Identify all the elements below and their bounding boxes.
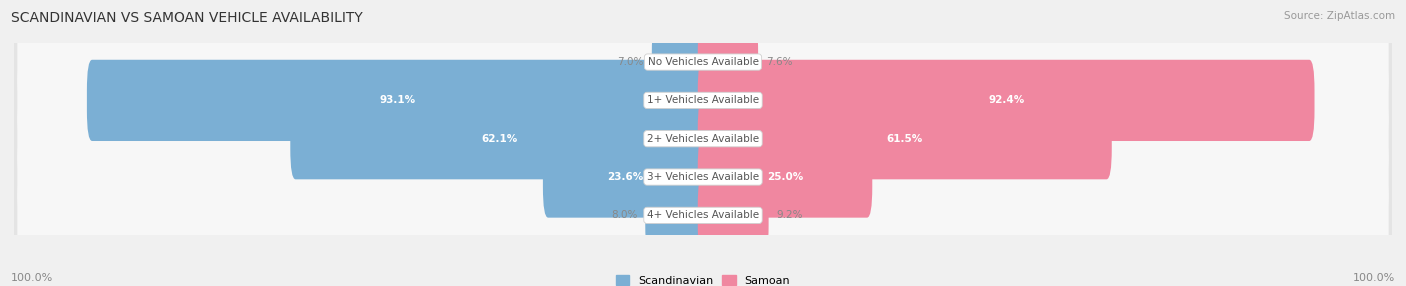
FancyBboxPatch shape [697, 21, 758, 103]
FancyBboxPatch shape [17, 26, 1389, 98]
Text: 23.6%: 23.6% [607, 172, 644, 182]
FancyBboxPatch shape [17, 179, 1389, 252]
FancyBboxPatch shape [14, 101, 1392, 177]
FancyBboxPatch shape [697, 175, 769, 256]
FancyBboxPatch shape [17, 102, 1389, 175]
Text: SCANDINAVIAN VS SAMOAN VEHICLE AVAILABILITY: SCANDINAVIAN VS SAMOAN VEHICLE AVAILABIL… [11, 11, 363, 25]
FancyBboxPatch shape [14, 62, 1392, 138]
FancyBboxPatch shape [652, 21, 709, 103]
Text: Source: ZipAtlas.com: Source: ZipAtlas.com [1284, 11, 1395, 21]
FancyBboxPatch shape [697, 136, 872, 218]
FancyBboxPatch shape [17, 64, 1389, 137]
Text: 8.0%: 8.0% [612, 210, 637, 220]
Text: 4+ Vehicles Available: 4+ Vehicles Available [647, 210, 759, 220]
Text: 61.5%: 61.5% [887, 134, 922, 144]
FancyBboxPatch shape [87, 60, 709, 141]
Text: 100.0%: 100.0% [1353, 273, 1395, 283]
Text: 92.4%: 92.4% [988, 96, 1024, 105]
Text: 93.1%: 93.1% [380, 96, 416, 105]
Text: 2+ Vehicles Available: 2+ Vehicles Available [647, 134, 759, 144]
Text: 7.0%: 7.0% [617, 57, 644, 67]
FancyBboxPatch shape [543, 136, 709, 218]
Text: 25.0%: 25.0% [766, 172, 803, 182]
Text: 7.6%: 7.6% [766, 57, 793, 67]
Text: 3+ Vehicles Available: 3+ Vehicles Available [647, 172, 759, 182]
Legend: Scandinavian, Samoan: Scandinavian, Samoan [612, 271, 794, 286]
FancyBboxPatch shape [17, 141, 1389, 213]
FancyBboxPatch shape [697, 98, 1112, 179]
FancyBboxPatch shape [697, 60, 1315, 141]
FancyBboxPatch shape [14, 24, 1392, 100]
FancyBboxPatch shape [290, 98, 709, 179]
FancyBboxPatch shape [645, 175, 709, 256]
FancyBboxPatch shape [14, 177, 1392, 253]
Text: 1+ Vehicles Available: 1+ Vehicles Available [647, 96, 759, 105]
Text: 9.2%: 9.2% [776, 210, 803, 220]
Text: 100.0%: 100.0% [11, 273, 53, 283]
Text: 62.1%: 62.1% [481, 134, 517, 144]
FancyBboxPatch shape [14, 139, 1392, 215]
Text: No Vehicles Available: No Vehicles Available [648, 57, 758, 67]
